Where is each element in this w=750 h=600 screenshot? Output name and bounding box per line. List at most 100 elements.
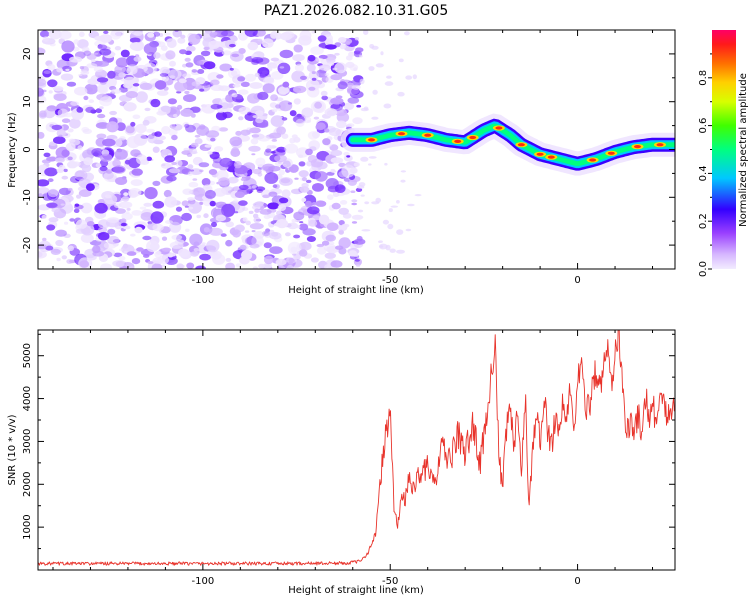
noise-blob bbox=[154, 80, 167, 90]
noise-blob bbox=[152, 223, 164, 232]
noise-blob bbox=[58, 187, 71, 196]
ridge-hotspot-core bbox=[424, 133, 432, 137]
noise-blob bbox=[165, 50, 176, 60]
noise-blob bbox=[229, 67, 234, 71]
noise-blob bbox=[210, 137, 216, 142]
noise-blob bbox=[247, 111, 252, 116]
noise-blob bbox=[120, 49, 130, 58]
noise-blob bbox=[257, 91, 269, 101]
noise-blob bbox=[113, 165, 126, 174]
noise-blob bbox=[112, 159, 121, 168]
noise-blob bbox=[299, 186, 310, 193]
noise-blob bbox=[284, 143, 299, 154]
noise-blob bbox=[305, 148, 313, 156]
noise-blob bbox=[115, 57, 129, 68]
noise-blob bbox=[48, 30, 62, 40]
noise-blob bbox=[396, 200, 400, 204]
noise-blob bbox=[99, 34, 113, 43]
noise-blob bbox=[83, 50, 92, 57]
noise-blob bbox=[77, 74, 83, 77]
noise-blob bbox=[255, 117, 264, 124]
noise-blob bbox=[187, 164, 194, 170]
noise-blob bbox=[123, 192, 129, 197]
noise-blob bbox=[231, 92, 238, 98]
noise-blob bbox=[242, 217, 248, 222]
noise-blob bbox=[375, 197, 382, 203]
noise-blob bbox=[136, 247, 144, 252]
noise-blob bbox=[229, 43, 236, 48]
noise-blob bbox=[360, 194, 365, 197]
noise-blob bbox=[125, 125, 135, 134]
snr-x-tick-label-2: 0 bbox=[574, 576, 580, 587]
noise-blob bbox=[379, 245, 384, 248]
noise-blob bbox=[48, 90, 53, 94]
noise-blob bbox=[172, 30, 183, 38]
noise-blob bbox=[339, 44, 346, 50]
noise-blob bbox=[263, 255, 274, 265]
snr-y-tick-label-4: 5000 bbox=[22, 343, 33, 368]
noise-blob bbox=[191, 81, 201, 87]
noise-blob bbox=[219, 63, 232, 72]
noise-blob bbox=[184, 90, 190, 95]
noise-blob bbox=[76, 107, 84, 113]
noise-blob bbox=[254, 72, 260, 78]
noise-blob bbox=[380, 51, 384, 56]
noise-blob bbox=[47, 188, 59, 198]
noise-blob bbox=[249, 223, 264, 230]
noise-blob bbox=[339, 200, 348, 205]
noise-blob bbox=[388, 208, 393, 213]
noise-blob bbox=[110, 30, 122, 40]
noise-blob bbox=[296, 113, 302, 118]
noise-blob bbox=[123, 102, 137, 112]
noise-blob bbox=[263, 242, 272, 249]
noise-blob bbox=[61, 175, 69, 180]
noise-blob bbox=[61, 255, 67, 260]
noise-blob bbox=[288, 257, 295, 263]
noise-blob bbox=[194, 138, 203, 145]
noise-blob bbox=[378, 243, 388, 250]
noise-blob bbox=[189, 169, 195, 172]
noise-blob bbox=[57, 108, 69, 118]
noise-blob bbox=[328, 127, 341, 137]
noise-blob bbox=[79, 66, 85, 70]
noise-blob bbox=[261, 70, 268, 75]
noise-blob bbox=[86, 63, 98, 69]
noise-blob bbox=[96, 133, 107, 139]
noise-blob bbox=[95, 122, 110, 129]
noise-blob bbox=[212, 253, 226, 265]
noise-blob bbox=[253, 216, 261, 224]
noise-blob bbox=[38, 179, 50, 187]
noise-blob bbox=[324, 252, 336, 259]
noise-blob bbox=[203, 227, 210, 233]
noise-blob bbox=[161, 264, 166, 267]
noise-blob bbox=[267, 202, 280, 210]
noise-blob bbox=[93, 52, 99, 55]
noise-blob bbox=[118, 201, 133, 209]
noise-blob bbox=[169, 124, 176, 129]
noise-blob bbox=[114, 203, 122, 208]
noise-blob bbox=[316, 243, 324, 248]
spectrogram-y-label: Frequency (Hz) bbox=[7, 112, 18, 188]
noise-blob bbox=[60, 73, 74, 81]
noise-blob bbox=[351, 84, 361, 90]
noise-blob bbox=[310, 257, 319, 263]
noise-blob bbox=[85, 106, 95, 113]
colorbar-tick-label-3: 0.6 bbox=[698, 118, 709, 134]
noise-blob bbox=[52, 86, 64, 92]
noise-blob bbox=[119, 86, 129, 93]
noise-blob bbox=[110, 88, 122, 94]
noise-blob bbox=[398, 58, 404, 63]
noise-blob bbox=[225, 239, 233, 247]
noise-blob bbox=[251, 230, 256, 233]
noise-blob bbox=[152, 31, 161, 37]
ridge-hotspot-core bbox=[398, 132, 405, 136]
noise-blob bbox=[56, 257, 61, 262]
noise-blob bbox=[221, 203, 236, 217]
noise-blob bbox=[55, 239, 64, 247]
noise-blob bbox=[251, 153, 256, 156]
noise-blob bbox=[368, 163, 372, 166]
noise-blob bbox=[294, 63, 304, 72]
noise-blob bbox=[357, 209, 364, 213]
noise-blob bbox=[186, 152, 193, 157]
